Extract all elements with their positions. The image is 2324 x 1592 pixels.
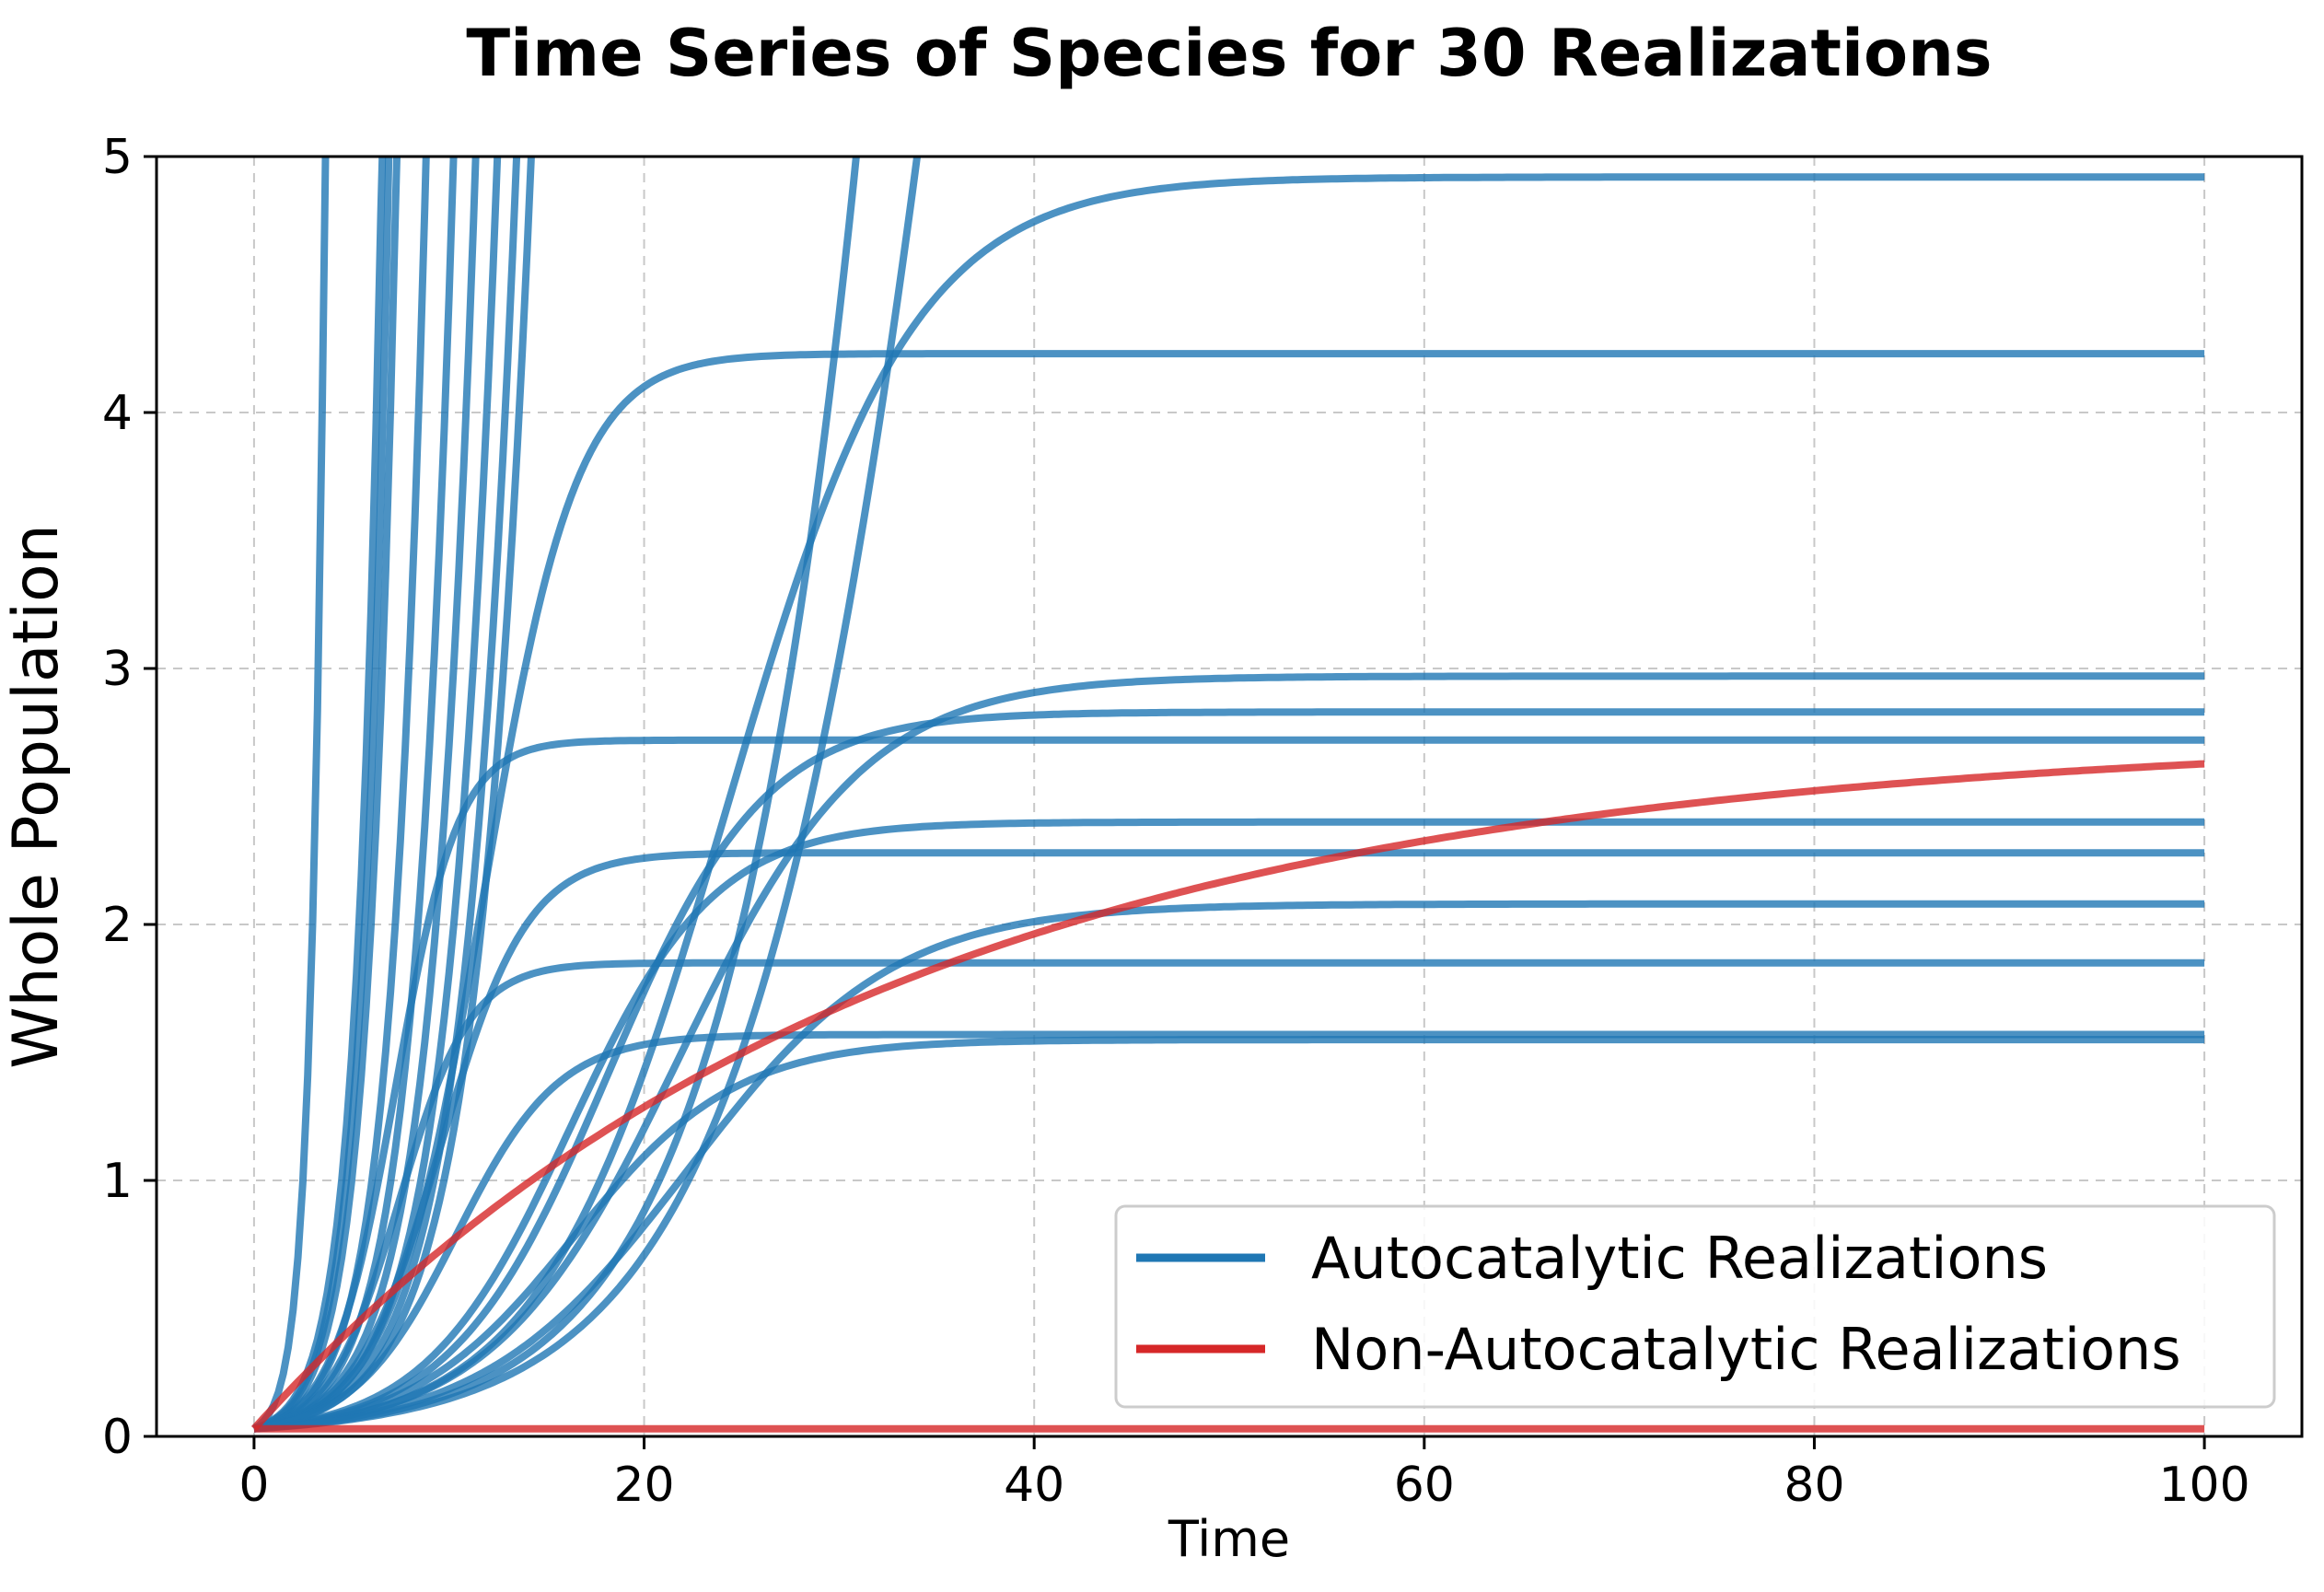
x-tick-label: 100 — [2158, 1458, 2249, 1513]
x-tick-label: 80 — [1784, 1458, 1844, 1513]
y-axis-ticks: 0 1 2 3 4 5 — [102, 130, 157, 1465]
series-line-autocatalytic — [253, 959, 2205, 1433]
legend-label-non-autocatalytic: Non-Autocatalytic Realizations — [1311, 1316, 2181, 1383]
x-axis-ticks: 0 20 40 60 80 100 — [238, 1436, 2250, 1513]
series-line-autocatalytic — [253, 157, 535, 1433]
y-tick-label: 1 — [102, 1154, 133, 1209]
series-line-autocatalytic — [253, 708, 2205, 1433]
series-layer — [250, 157, 2205, 1433]
y-axis-label: Whole Population — [0, 524, 73, 1069]
chart-title: Time Series of Species for 30 Realizatio… — [466, 16, 1992, 91]
plot-frame — [155, 155, 2304, 1438]
legend-label-autocatalytic: Autocatalytic Realizations — [1311, 1225, 2048, 1292]
x-tick-label: 60 — [1394, 1458, 1455, 1513]
y-tick-label: 4 — [102, 386, 133, 441]
x-tick-label: 40 — [1004, 1458, 1064, 1513]
y-tick-label: 3 — [102, 642, 133, 697]
series-line-non-autocatalytic — [250, 760, 2205, 1432]
y-tick-label: 0 — [102, 1410, 133, 1465]
series-line-autocatalytic — [253, 1036, 2205, 1433]
series-line-autocatalytic — [253, 849, 2205, 1433]
legend-box — [1114, 1204, 2276, 1409]
x-axis-label: Time — [1168, 1510, 1290, 1568]
x-tick-label: 20 — [613, 1458, 674, 1513]
series-line-autocatalytic — [253, 173, 2205, 1433]
series-line-autocatalytic — [253, 818, 2205, 1433]
x-tick-label: 0 — [238, 1458, 269, 1513]
legend: Autocatalytic Realizations Non-Autocatal… — [1114, 1204, 2276, 1409]
series-line-autocatalytic — [253, 157, 860, 1433]
y-tick-label: 2 — [102, 898, 133, 953]
series-line-autocatalytic — [253, 900, 2205, 1433]
series-line-autocatalytic — [253, 1030, 2205, 1433]
series-line-autocatalytic — [253, 672, 2205, 1433]
y-tick-label: 5 — [102, 130, 133, 185]
series-line-autocatalytic — [253, 350, 2205, 1433]
series-line-autocatalytic — [252, 736, 2205, 1433]
